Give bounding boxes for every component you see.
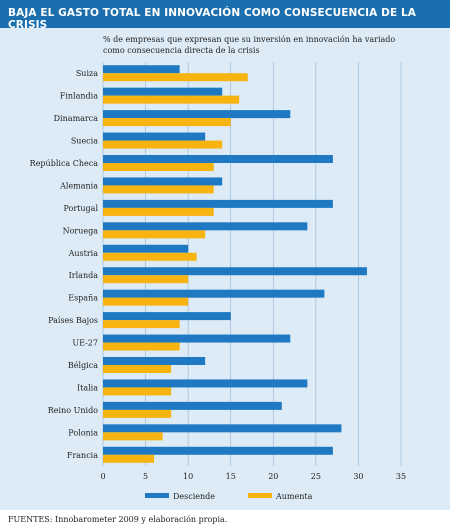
category-label: UE-27 [72, 339, 98, 348]
bar-desciende [103, 312, 231, 321]
bar-desciende [103, 379, 308, 388]
bar-aumenta [103, 365, 172, 373]
bar-desciende [103, 177, 223, 186]
bar-aumenta [103, 432, 163, 441]
source-note: FUENTES: Innobarometer 2009 y elaboració… [8, 515, 228, 524]
x-tick-label: 25 [311, 472, 321, 481]
category-label: España [68, 294, 98, 303]
category-label: Suiza [76, 69, 98, 78]
x-tick-label: 0 [100, 472, 105, 481]
bar-aumenta [103, 275, 189, 284]
bar-desciende [103, 110, 291, 119]
bar-desciende [103, 132, 206, 141]
bar-aumenta [103, 140, 223, 149]
category-label: Finlandia [60, 92, 98, 101]
category-label: Polonia [68, 428, 98, 437]
category-label: Noruega [63, 226, 99, 235]
x-tick-label: 35 [396, 472, 406, 481]
category-label: Alemania [59, 181, 98, 190]
category-label: Países Bajos [48, 316, 98, 325]
bar-desciende [103, 155, 333, 163]
category-label: Bélgica [68, 361, 98, 370]
bar-desciende [103, 357, 206, 365]
category-label: Francia [67, 451, 98, 460]
category-label: Reino Unido [48, 406, 98, 415]
bar-aumenta [103, 454, 155, 463]
legend-swatch [145, 493, 169, 498]
bar-desciende [103, 222, 308, 231]
category-label: Austria [68, 249, 99, 258]
bar-aumenta [103, 409, 172, 418]
bar-desciende [103, 401, 282, 410]
bar-aumenta [103, 95, 240, 104]
bar-aumenta [103, 230, 206, 239]
title-bar: BAJA EL GASTO TOTAL EN INNOVACIÓN COMO C… [0, 0, 450, 31]
category-label: Portugal [63, 204, 98, 213]
bar-desciende [103, 424, 342, 433]
bar-aumenta [103, 207, 214, 216]
bar-desciende [103, 244, 189, 253]
bar-aumenta [103, 297, 189, 306]
x-tick-label: 10 [183, 472, 193, 481]
category-label: Dinamarca [54, 114, 99, 123]
bar-aumenta [103, 185, 214, 194]
x-tick-label: 15 [226, 472, 236, 481]
bar-desciende [103, 446, 333, 455]
category-label: Irlanda [69, 271, 99, 280]
category-label: Italia [77, 383, 98, 392]
legend-label: Aumenta [275, 492, 313, 501]
bar-aumenta [103, 252, 197, 261]
x-tick-label: 30 [353, 472, 363, 481]
bar-aumenta [103, 73, 248, 82]
category-label: República Checa [30, 159, 99, 168]
bar-aumenta [103, 342, 180, 351]
bar-desciende [103, 65, 180, 74]
bar-desciende [103, 334, 291, 343]
x-tick-label: 20 [268, 472, 278, 481]
bar-aumenta [103, 163, 214, 171]
bar-desciende [103, 199, 333, 208]
legend-swatch [248, 493, 272, 498]
legend-label: Desciende [173, 492, 215, 501]
category-label: Suecia [71, 137, 98, 146]
bar-aumenta [103, 387, 172, 396]
x-tick-label: 5 [143, 472, 148, 481]
bar-aumenta [103, 118, 231, 127]
bar-aumenta [103, 320, 180, 329]
bar-desciende [103, 87, 223, 96]
bar-desciende [103, 267, 367, 276]
bar-desciende [103, 289, 325, 298]
chart-subtitle: % de empresas que expresan que su invers… [103, 35, 396, 55]
